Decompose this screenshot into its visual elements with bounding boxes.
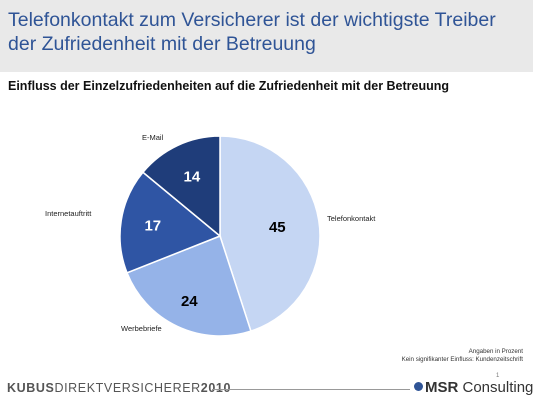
logo-text: Consulting (458, 379, 533, 396)
page-number: 1 (496, 373, 500, 379)
footer-brand: KUBUSDIREKTVERSICHERER2010 (7, 381, 231, 395)
value-labels: 45 24 17 14 (144, 168, 285, 310)
header-bar (0, 0, 533, 72)
value-label-werbebriefe: 24 (181, 293, 198, 310)
logo-dot-icon (414, 382, 423, 391)
pie-slice-e-mail (141, 135, 221, 238)
chart-title: Einfluss der Einzelzufriedenheiten auf d… (8, 79, 450, 93)
pie-slice-telefonkontakt (219, 135, 321, 333)
footnote: Angaben in Prozent Kein signifikanter Ei… (402, 348, 523, 364)
footnote-line-1: Angaben in Prozent (468, 348, 523, 355)
footer-brand-part-3: 2010 (200, 381, 232, 395)
footer-brand-part-1: KUBUS (7, 381, 55, 395)
category-label-e-mail: E-Mail (142, 133, 164, 142)
logo-text-bold: MSR (425, 379, 459, 396)
category-label-telefonkontakt: Telefonkontakt (327, 214, 376, 223)
category-label-internetauftritt: Internetauftritt (45, 209, 92, 218)
value-label-telefonkontakt: 45 (269, 219, 286, 236)
slide-title: Telefonkontakt zum Versicherer ist der w… (8, 9, 496, 55)
value-label-internetauftritt: 17 (144, 217, 161, 234)
footnote-line-2: Kein signifikanter Einfluss: Kundenzeits… (401, 356, 523, 363)
pie-slice-internetauftritt (119, 171, 222, 274)
footer-brand-part-2: DIREKTVERSICHERER (54, 381, 201, 395)
footer-divider (212, 389, 410, 390)
category-label-werbebriefe: Werbebriefe (121, 324, 162, 333)
company-logo: MSR Consulting (414, 379, 533, 396)
pie-slices (119, 135, 321, 337)
value-label-e-mail: 14 (184, 168, 201, 185)
category-labels: Telefonkontakt Werbebriefe Internetauftrit… (45, 133, 376, 333)
